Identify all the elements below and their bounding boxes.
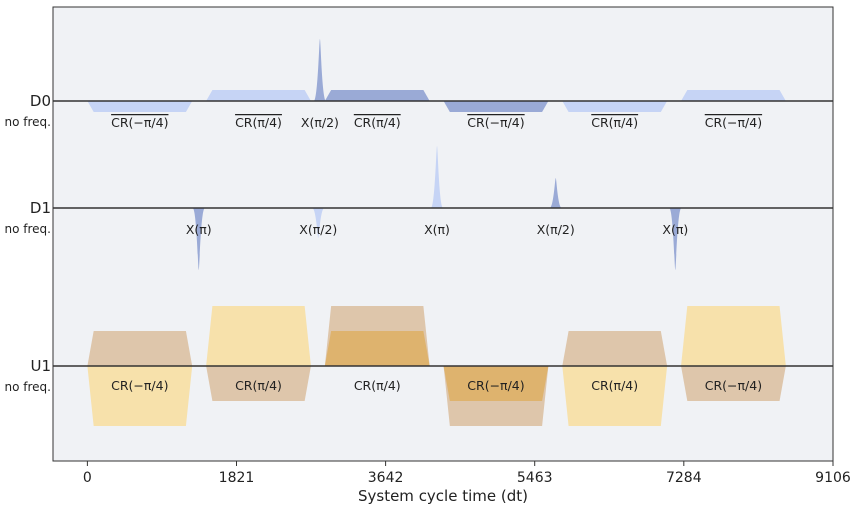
pulse-u1-real-17 — [681, 306, 786, 366]
pulse-u1-imag-16 — [562, 366, 668, 426]
channel-sublabel-u1: no freq. — [5, 380, 51, 394]
pulse-d0-5 — [562, 101, 668, 112]
pulse-label-u1-15: CR(−π/4) — [467, 378, 524, 393]
x-tick-label: 3642 — [368, 470, 404, 486]
pulse-label-u1-13: CR(π/4) — [235, 378, 282, 393]
pulse-d1-10 — [549, 178, 562, 208]
pulse-label-d1-10: X(π/2) — [537, 222, 575, 237]
pulse-u1-imag-14 — [324, 331, 430, 366]
x-axis-label: System cycle time (dt) — [358, 487, 528, 505]
pulse-label-d0-4: CR(−π/4) — [467, 115, 524, 130]
pulse-u1-imag-13 — [206, 366, 311, 401]
pulse-label-u1-17: CR(−π/4) — [705, 378, 762, 393]
channel-label-u1: U1 — [30, 357, 51, 375]
pulse-label-d0-2: X(π/2) — [301, 115, 339, 130]
pulse-label-d1-7: X(π) — [186, 222, 212, 237]
pulse-label-d0-3: CR(π/4) — [354, 115, 401, 130]
x-tick-label: 7284 — [666, 470, 702, 486]
pulse-u1-imag-17 — [681, 366, 786, 401]
pulse-layer — [87, 39, 786, 426]
pulse-d1-8 — [312, 208, 325, 238]
pulse-u1-imag-12 — [87, 366, 193, 426]
pulse-label-d0-1: CR(π/4) — [235, 115, 282, 130]
pulse-d0-6 — [681, 90, 786, 101]
pulse-u1-imag-15 — [443, 366, 549, 401]
pulse-label-u1-16: CR(π/4) — [591, 378, 638, 393]
pulse-u1-real-13 — [206, 306, 311, 366]
x-tick-label: 0 — [83, 470, 92, 486]
pulse-label-d0-5: CR(π/4) — [591, 115, 638, 130]
x-tick-label: 5463 — [517, 470, 553, 486]
pulse-d1-9 — [430, 146, 444, 208]
pulse-d0-4 — [443, 101, 549, 112]
pulse-labels: CR(−π/4) CR(π/4) X(π/2) CR(π/4) CR(−π/4) CR(π… — [111, 115, 762, 393]
channel-label-d0: D0 — [30, 92, 51, 110]
channel-label-d1: D1 — [30, 199, 51, 217]
pulse-label-u1-14: CR(π/4) — [354, 378, 401, 393]
pulse-u1-real-16 — [562, 331, 668, 366]
pulse-u1-real-12 — [87, 331, 193, 366]
plot-frame — [52, 6, 834, 462]
x-tick-label: 1821 — [219, 470, 255, 486]
channel-sublabel-d1: no freq. — [5, 222, 51, 236]
x-axis: 0 1821 3642 5463 7284 9106 — [83, 461, 851, 486]
channel-baselines — [53, 100, 833, 367]
pulse-d0-2 — [313, 39, 327, 101]
pulse-label-d1-8: X(π/2) — [299, 222, 337, 237]
x-tick-label: 9106 — [815, 470, 851, 486]
pulse-label-d0-0: CR(−π/4) — [111, 115, 168, 130]
pulse-label-d0-6: CR(−π/4) — [705, 115, 762, 130]
pulse-d1-11 — [669, 208, 682, 270]
pulse-d0-3 — [324, 90, 430, 101]
pulse-label-d1-9: X(π) — [424, 222, 450, 237]
pulse-d1-7 — [192, 208, 205, 270]
channel-sublabel-d0: no freq. — [5, 115, 51, 129]
pulse-d0-1 — [206, 90, 311, 101]
pulse-d0-0 — [87, 101, 193, 112]
pulse-label-u1-12: CR(−π/4) — [111, 378, 168, 393]
channel-labels: D0 no freq. D1 no freq. U1 no freq. — [5, 92, 51, 394]
pulse-label-d1-11: X(π) — [662, 222, 688, 237]
